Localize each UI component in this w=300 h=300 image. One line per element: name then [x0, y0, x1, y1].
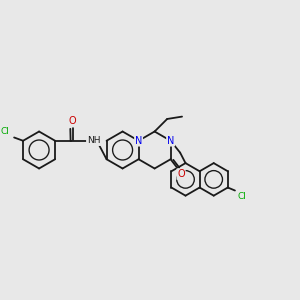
Text: O: O — [69, 116, 76, 126]
Text: Cl: Cl — [238, 192, 247, 201]
Text: N: N — [167, 136, 174, 146]
Text: NH: NH — [87, 136, 100, 145]
Text: O: O — [177, 169, 185, 179]
Text: Cl: Cl — [1, 127, 10, 136]
Text: N: N — [135, 136, 142, 146]
